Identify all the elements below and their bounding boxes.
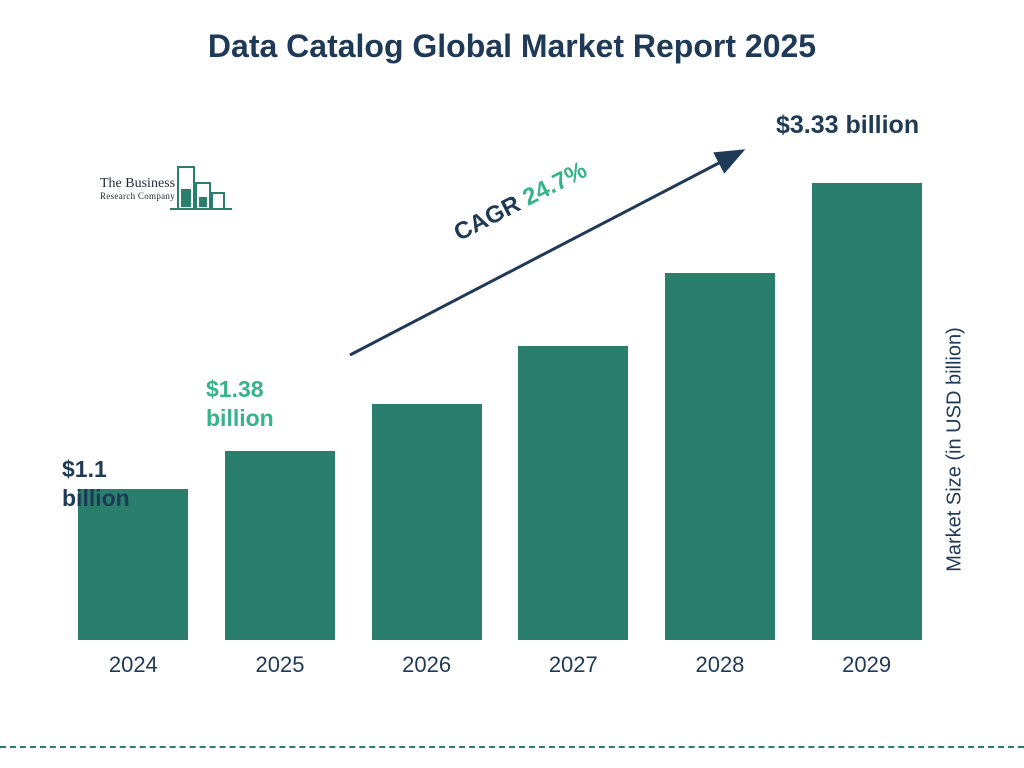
value-label: $3.33 billion [776, 110, 919, 141]
y-axis-label: Market Size (in USD billion) [944, 310, 967, 590]
x-axis-label: 2028 [695, 652, 744, 678]
bottom-dashed-line [0, 746, 1024, 748]
x-axis-label: 2029 [842, 652, 891, 678]
bar-wrap: 2029 [797, 183, 937, 640]
bar-wrap: 2027 [503, 346, 643, 640]
value-label: $1.38billion [206, 375, 274, 433]
chart-title: Data Catalog Global Market Report 2025 [0, 28, 1024, 65]
bar [372, 404, 482, 640]
x-axis-label: 2027 [549, 652, 598, 678]
bar [665, 273, 775, 640]
bar [225, 451, 335, 640]
bar [518, 346, 628, 640]
chart-area: 202420252026202720282029 [60, 120, 940, 680]
bar [812, 183, 922, 640]
x-axis-label: 2026 [402, 652, 451, 678]
value-label: $1.1billion [62, 455, 130, 513]
bar-container: 202420252026202720282029 [60, 120, 940, 640]
x-axis-label: 2025 [256, 652, 305, 678]
bar-wrap: 2026 [357, 404, 497, 640]
bar-wrap: 2028 [650, 273, 790, 640]
x-axis-label: 2024 [109, 652, 158, 678]
bar-wrap: 2025 [210, 451, 350, 640]
